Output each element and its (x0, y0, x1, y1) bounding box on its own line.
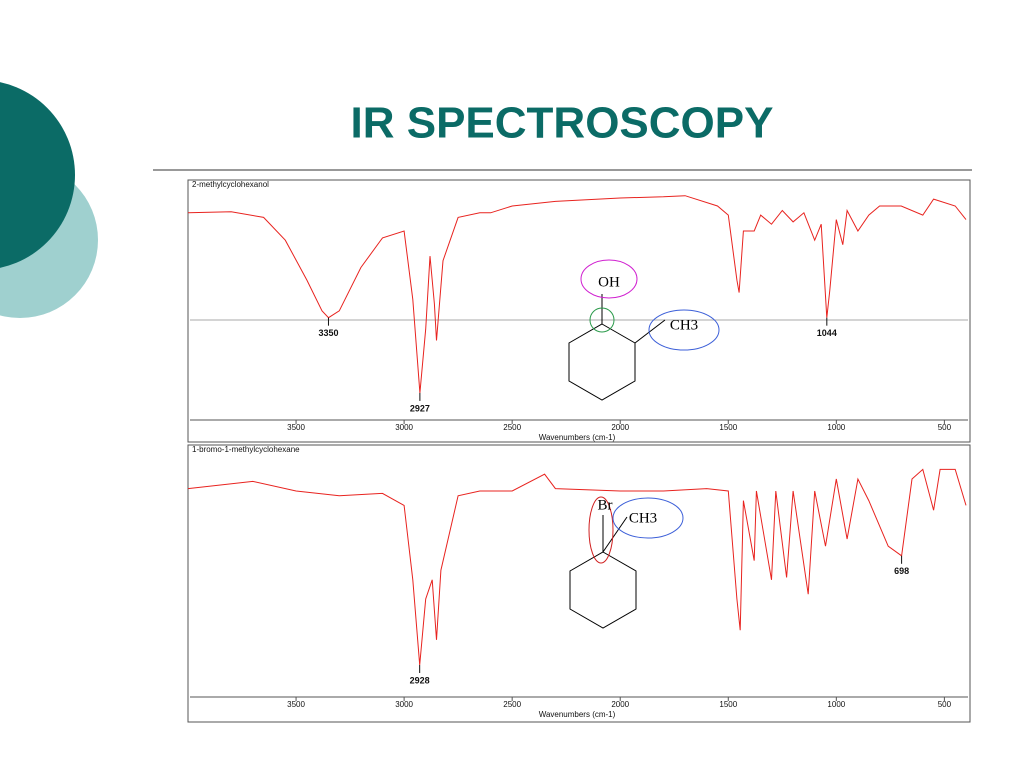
x-axis-label: Wavenumbers (cm-1) (539, 710, 616, 719)
slide-title: IR SPECTROSCOPY (351, 99, 774, 148)
bond (634, 319, 666, 344)
spectrum-panel: Br CH3 1-bromo-1-methylcyclohexane 3500 30… (187, 444, 971, 723)
x-tick-label: 1500 (719, 700, 737, 709)
annotation: 2928 (410, 675, 430, 685)
highlight (589, 307, 615, 333)
panel-frame (187, 444, 971, 723)
x-tick-label: 2000 (611, 700, 629, 709)
x-tick-label: 3000 (395, 423, 413, 432)
group-label: OH (598, 274, 620, 290)
panel-title: 1-bromo-1-methylcyclohexane (192, 445, 300, 454)
annotation: 1044 (817, 328, 837, 338)
annotation: 698 (894, 566, 909, 576)
decor-circle (0, 82, 75, 268)
highlight (648, 309, 720, 351)
x-tick-label: 2500 (503, 700, 521, 709)
x-tick-label: 2000 (611, 423, 629, 432)
annotation: 3350 (318, 328, 338, 338)
spectrum-line (187, 195, 967, 393)
spectrum-line (187, 468, 967, 666)
x-tick-label: 3500 (287, 700, 305, 709)
panel-frame (187, 179, 971, 443)
x-tick-label: 3000 (395, 700, 413, 709)
x-tick-label: 500 (938, 700, 952, 709)
x-tick-label: 3500 (287, 423, 305, 432)
panel-title: 2-methylcyclohexanol (192, 180, 269, 189)
highlight (580, 259, 638, 299)
x-tick-label: 2500 (503, 423, 521, 432)
x-axis-label: Wavenumbers (cm-1) (539, 433, 616, 442)
bond (602, 516, 628, 553)
highlight (588, 496, 614, 564)
ring (568, 323, 636, 401)
group-label: Br (598, 497, 613, 513)
x-tick-label: 1000 (827, 423, 845, 432)
group-label: CH3 (670, 317, 698, 333)
highlight (612, 497, 684, 539)
annotation: 2927 (410, 403, 430, 413)
spectrum-panel: OH CH3 2-methylcyclohexanol 3500 3000 2500 2… (187, 179, 971, 443)
ring (569, 551, 637, 629)
group-label: CH3 (629, 510, 657, 526)
x-tick-label: 1500 (719, 423, 737, 432)
x-tick-label: 1000 (827, 700, 845, 709)
x-tick-label: 500 (938, 423, 952, 432)
